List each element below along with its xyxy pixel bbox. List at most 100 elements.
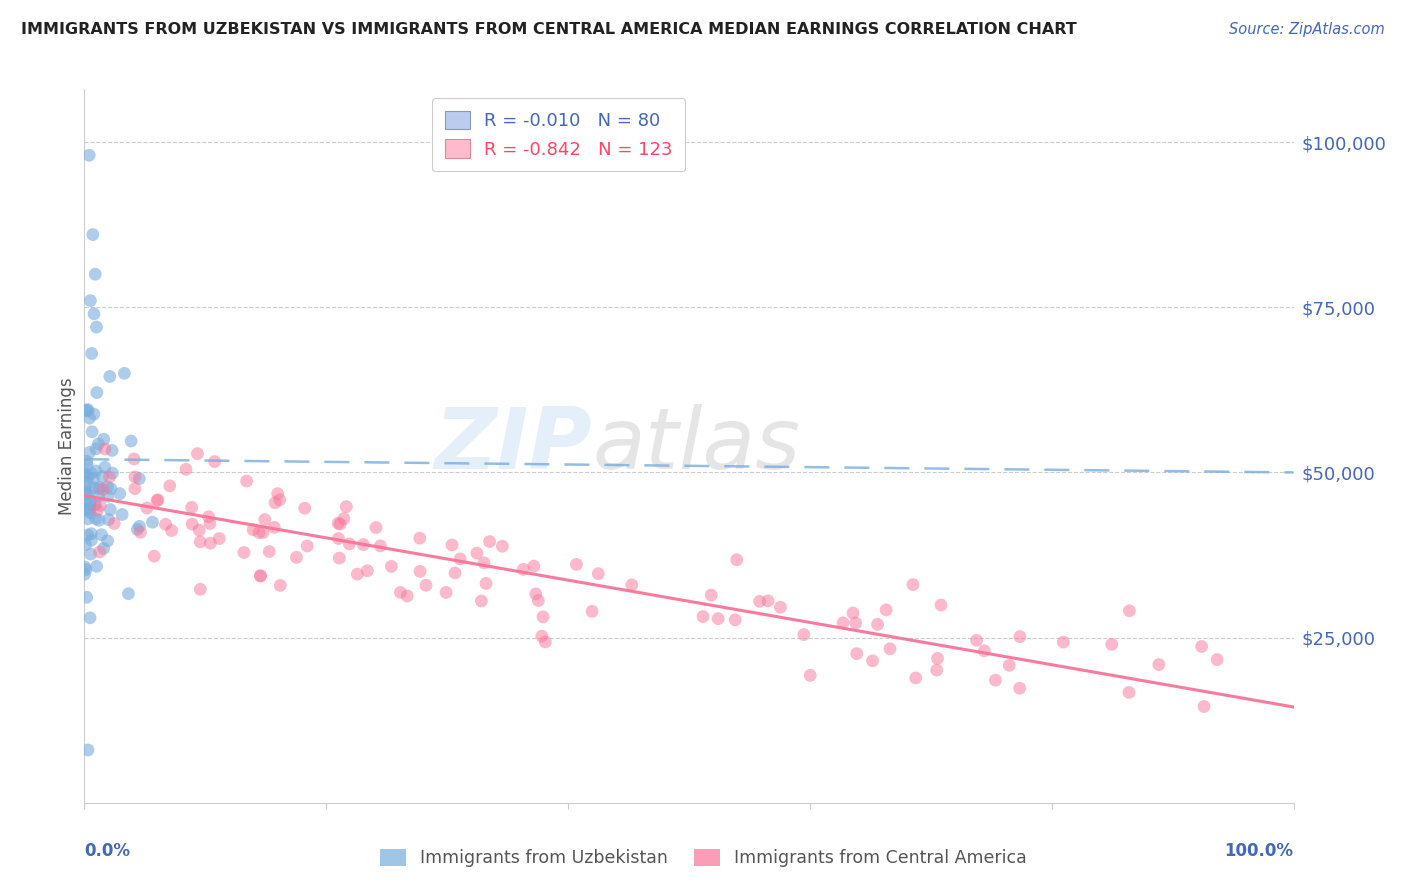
Point [77,503,100,517]
Point [1147,657,1170,672]
Point [75,502,97,516]
Point [247,525,270,540]
Point [346,567,368,582]
Point [128,472,150,486]
Point [76,512,98,526]
Point [491,539,513,553]
Point [79,497,101,511]
Point [80,467,103,481]
Point [89,499,111,513]
Point [98,470,121,484]
Text: IMMIGRANTS FROM UZBEKISTAN VS IMMIGRANTS FROM CENTRAL AMERICA MEDIAN EARNINGS CO: IMMIGRANTS FROM UZBEKISTAN VS IMMIGRANTS… [21,22,1077,37]
Point [845,647,868,661]
Point [523,559,546,574]
Point [339,537,361,551]
Point [124,470,146,484]
Point [409,565,432,579]
Point [84,267,107,281]
Point [449,552,471,566]
Point [84,464,107,478]
Point [470,594,492,608]
Point [197,509,219,524]
Point [98,502,121,516]
Point [108,486,131,500]
Point [79,293,101,308]
Point [127,522,149,536]
Point [879,641,901,656]
Point [927,651,949,665]
Point [100,482,122,496]
Point [866,617,889,632]
Point [1118,604,1140,618]
Point [75,485,97,500]
Point [82,227,104,242]
Point [129,525,152,540]
Point [73,567,96,582]
Legend: R = -0.010   N = 80, R = -0.842   N = 123: R = -0.010 N = 80, R = -0.842 N = 123 [432,98,686,171]
Point [79,493,101,508]
Point [87,482,110,496]
Point [370,539,392,553]
Point [79,506,101,520]
Point [1191,640,1213,654]
Point [97,480,120,494]
Point [80,533,103,548]
Point [80,526,103,541]
Point [82,471,104,485]
Point [252,525,274,540]
Point [748,594,770,608]
Point [204,454,226,468]
Point [842,606,865,620]
Point [87,489,110,503]
Point [200,536,222,550]
Point [328,551,350,566]
Point [263,520,285,534]
Point [114,367,136,381]
Point [91,469,114,483]
Legend: Immigrants from Uzbekistan, Immigrants from Central America: Immigrants from Uzbekistan, Immigrants f… [373,842,1033,874]
Point [87,513,110,527]
Point [111,508,134,522]
Point [333,511,356,525]
Point [364,520,387,534]
Point [966,633,988,648]
Point [155,517,177,532]
Point [264,496,287,510]
Point [75,480,97,494]
Point [1118,685,1140,699]
Point [832,615,855,630]
Point [475,576,498,591]
Point [845,615,868,630]
Point [444,566,467,580]
Point [97,489,120,503]
Point [128,519,150,533]
Point [94,460,117,475]
Point [588,566,610,581]
Point [925,663,948,677]
Point [76,469,98,483]
Point [93,432,115,446]
Point [146,493,169,508]
Point [76,591,98,605]
Point [77,148,100,162]
Point [465,546,488,560]
Point [973,644,995,658]
Point [335,500,357,514]
Point [80,346,103,360]
Point [76,454,98,468]
Point [692,609,714,624]
Point [1008,630,1031,644]
Point [1052,635,1074,649]
Point [769,600,792,615]
Point [249,568,271,582]
Point [242,523,264,537]
Point [94,442,117,456]
Point [235,474,257,488]
Point [76,458,98,472]
Text: Source: ZipAtlas.com: Source: ZipAtlas.com [1229,22,1385,37]
Point [259,544,281,558]
Point [86,559,108,574]
Point [82,425,104,439]
Point [188,534,211,549]
Point [901,577,924,591]
